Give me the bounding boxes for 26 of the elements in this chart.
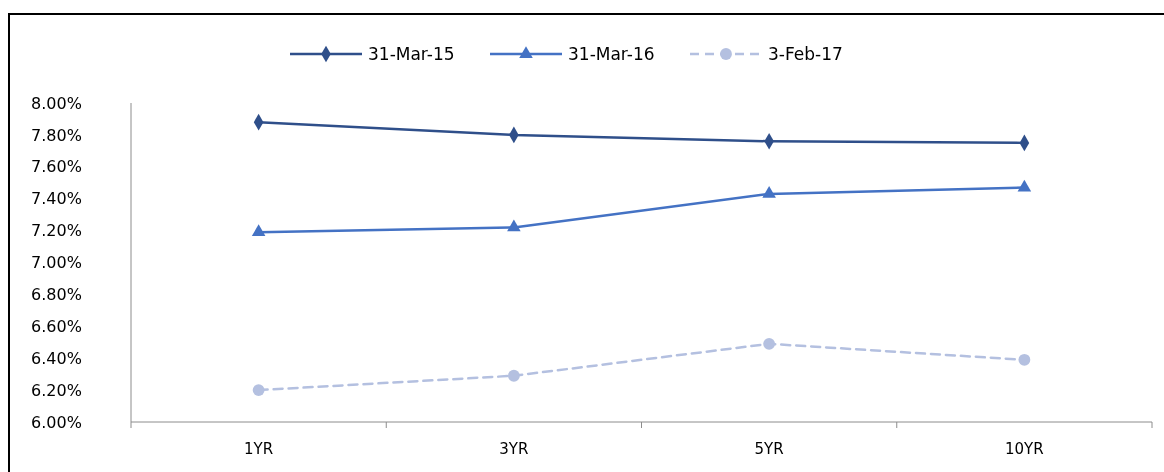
y-tick-label: 7.60% (31, 157, 82, 177)
x-tick-label: 3YR (499, 440, 529, 458)
y-tick-label: 8.00% (31, 93, 82, 113)
x-tick-label: 5YR (754, 440, 784, 458)
legend-label: 3-Feb-17 (768, 43, 843, 64)
legend-label: 31-Mar-15 (368, 43, 455, 64)
point (507, 219, 521, 232)
point (251, 224, 266, 237)
point (1018, 353, 1031, 366)
y-tick-label: 6.60% (31, 316, 82, 336)
point (763, 337, 776, 350)
x-tick-label: 10YR (1005, 440, 1044, 458)
y-tick-label: 6.20% (31, 380, 82, 400)
y-tick-label: 6.80% (31, 285, 82, 304)
point (507, 369, 520, 382)
y-tick-label: 7.80% (31, 125, 82, 145)
x-tick-label: 1YR (244, 440, 274, 458)
legend-label: 31-Mar-16 (568, 43, 655, 64)
y-tick-label: 7.20% (31, 221, 82, 241)
y-tick-label: 7.40% (31, 189, 82, 209)
point (1017, 179, 1032, 192)
y-tick-label: 7.00% (31, 253, 82, 273)
y-tick-label: 6.40% (31, 348, 82, 368)
point (252, 384, 265, 397)
point (762, 186, 776, 198)
y-tick-label: 6.00% (31, 412, 82, 432)
